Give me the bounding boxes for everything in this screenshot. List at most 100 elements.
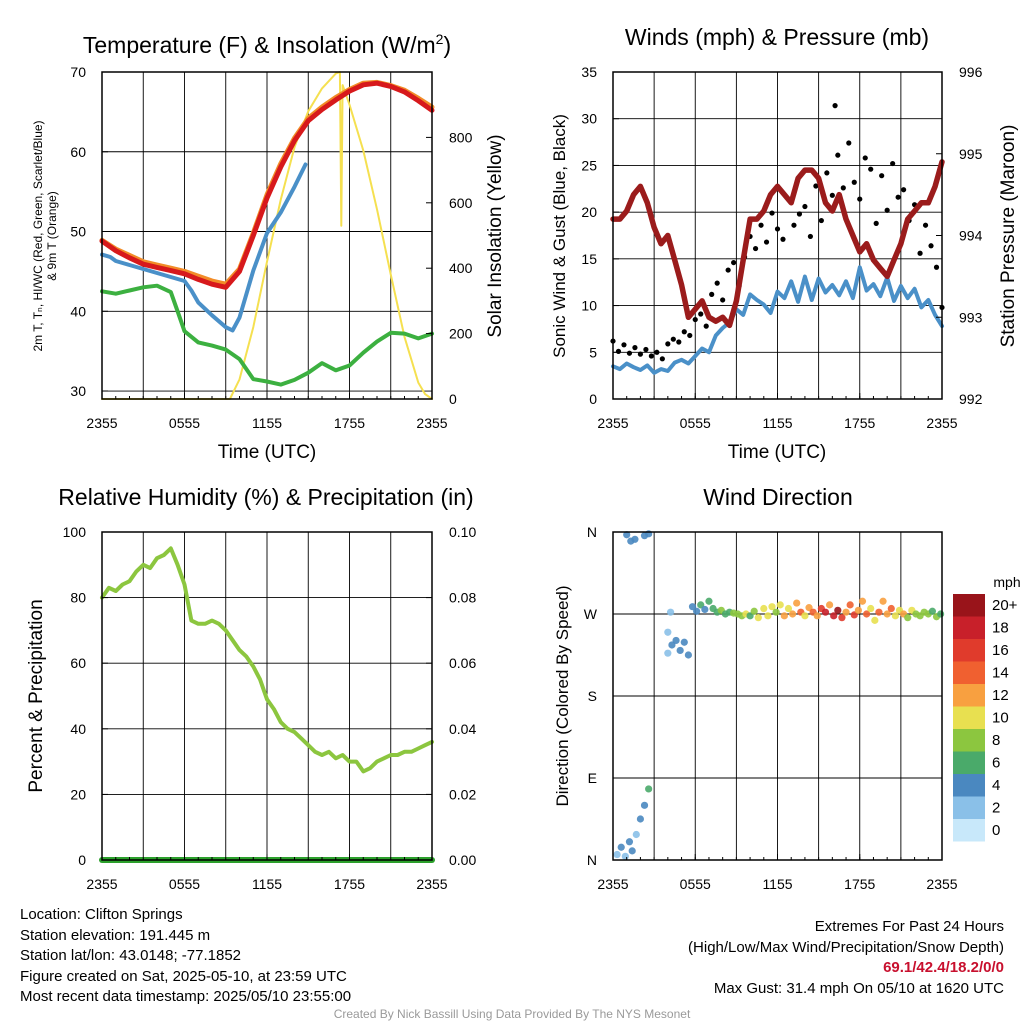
x-tick-label: 2355 bbox=[86, 876, 117, 892]
gust-point bbox=[796, 211, 803, 217]
gust-point bbox=[895, 194, 901, 200]
legend-label: 20+ bbox=[992, 597, 1018, 614]
wind-direction-point bbox=[834, 606, 842, 614]
gust-point bbox=[692, 316, 698, 323]
extremes-values: 69.1/42.4/18.2/0/0 bbox=[883, 959, 1004, 976]
wind-direction-point bbox=[875, 608, 883, 616]
wind-direction-point bbox=[937, 610, 945, 618]
wind-direction-point bbox=[904, 614, 912, 622]
winds-x-label: Time (UTC) bbox=[728, 442, 827, 463]
wind-direction-point bbox=[830, 612, 838, 620]
y2-tick-label: 0 bbox=[449, 391, 457, 407]
wind-direction-point bbox=[821, 608, 830, 616]
wind-direction-point bbox=[858, 597, 867, 605]
station-latlon: Station lat/lon: 43.0148; -77.1852 bbox=[20, 947, 242, 964]
gust-point bbox=[676, 339, 682, 345]
legend-label: 16 bbox=[992, 642, 1009, 659]
gust-point bbox=[648, 353, 654, 359]
legend-swatch bbox=[953, 729, 985, 752]
gust-point bbox=[725, 267, 731, 273]
winds-y-label: Sonic Wind & Gust (Blue, Black) bbox=[550, 114, 569, 358]
legend-swatch bbox=[953, 616, 985, 639]
gust-point bbox=[731, 259, 737, 266]
station-pressure-line bbox=[610, 159, 945, 329]
gust-point bbox=[659, 356, 665, 362]
x-tick-label: 0555 bbox=[169, 415, 200, 431]
wind-direction-point bbox=[754, 614, 762, 622]
gust-point bbox=[654, 349, 660, 355]
y-tick-label: 5 bbox=[589, 344, 597, 360]
gust-point bbox=[851, 179, 857, 185]
wind-direction-point bbox=[666, 608, 675, 616]
gust-point bbox=[615, 348, 622, 354]
legend-label: 12 bbox=[992, 687, 1009, 704]
gust-point bbox=[632, 345, 638, 351]
x-tick-label: 0555 bbox=[680, 876, 711, 892]
legend-swatch bbox=[953, 706, 985, 729]
y2-tick-label: 200 bbox=[449, 326, 473, 342]
x-tick-label: 2355 bbox=[926, 415, 957, 431]
legend-label: 4 bbox=[992, 777, 1000, 794]
winds-gridlines bbox=[613, 72, 942, 399]
wind-direction-point bbox=[887, 604, 895, 613]
x-tick-label: 2355 bbox=[926, 876, 957, 892]
winds-series bbox=[610, 103, 945, 375]
temperature-gridlines bbox=[102, 72, 432, 399]
y-tick-label: 30 bbox=[70, 383, 86, 399]
y2-tick-label: 400 bbox=[449, 260, 473, 276]
y-tick-label: 15 bbox=[581, 251, 597, 267]
y2-tick-label: 995 bbox=[959, 146, 983, 162]
y-tick-label: 10 bbox=[581, 298, 597, 314]
dewpoint-line bbox=[100, 283, 434, 387]
wind-direction-point bbox=[628, 847, 636, 855]
legend-swatch bbox=[953, 774, 985, 797]
two-meter-temp-line bbox=[99, 80, 435, 290]
gust-point bbox=[868, 166, 874, 172]
gust-point bbox=[687, 332, 693, 339]
y2-tick-label: 996 bbox=[959, 64, 983, 80]
wind-direction-point bbox=[879, 597, 887, 605]
gust-point bbox=[928, 243, 934, 249]
wind-direction-point bbox=[854, 606, 862, 614]
x-tick-label: 2355 bbox=[416, 415, 447, 431]
wind-direction-point bbox=[838, 614, 846, 622]
wind-chill-line bbox=[100, 162, 308, 333]
y-tick-label: 0 bbox=[78, 852, 86, 868]
humidity-axis-ticks: 2355 0555 1155 1755 23550204060801000.000.02… bbox=[63, 524, 477, 892]
wind-direction-point bbox=[705, 597, 713, 605]
y-tick-label: S bbox=[588, 688, 597, 704]
gust-point bbox=[643, 346, 649, 353]
x-tick-label: 2355 bbox=[597, 415, 628, 431]
station-location: Location: Clifton Springs bbox=[20, 906, 183, 923]
gust-point bbox=[626, 350, 633, 356]
y2-tick-label: 994 bbox=[959, 228, 983, 244]
wind-direction-point bbox=[842, 608, 850, 616]
winds-panel: Winds (mph) & Pressure (mb) 2355 0555 1155… bbox=[550, 24, 1019, 463]
gust-point bbox=[665, 341, 671, 347]
x-tick-label: 2355 bbox=[597, 876, 628, 892]
y-tick-label: 70 bbox=[70, 64, 86, 80]
temperature-panel-title: Temperature (F) & Insolation (W/m2) bbox=[83, 31, 451, 58]
credit-line: Created By Nick Bassill Using Data Provi… bbox=[333, 1007, 691, 1021]
wind-direction-point bbox=[801, 612, 809, 620]
gust-point bbox=[752, 245, 759, 252]
gust-point bbox=[835, 152, 841, 158]
y2-tick-label: 0.04 bbox=[449, 721, 476, 737]
wind-direction-panel: Wind Direction 2355 0555 1155 1755 2355NESWN… bbox=[553, 484, 1021, 892]
y-tick-label: 60 bbox=[70, 655, 86, 671]
wind-direction-point bbox=[760, 604, 768, 613]
y2-tick-label: 0.08 bbox=[449, 590, 476, 606]
extremes-subtitle: (High/Low/Max Wind/Precipitation/Snow De… bbox=[688, 938, 1004, 956]
humidity-panel: Relative Humidity (%) & Precipitation (i… bbox=[26, 484, 476, 892]
wind-direction-point bbox=[632, 830, 640, 839]
x-tick-label: 2355 bbox=[416, 876, 447, 892]
winds-axis-ticks: 2355 0555 1155 1755 235505101520253035992993… bbox=[581, 64, 982, 431]
gust-point bbox=[681, 329, 687, 335]
wind-direction-point bbox=[768, 603, 776, 611]
wind-direction-point bbox=[625, 838, 634, 846]
gust-point bbox=[879, 173, 885, 179]
y2-tick-label: 0.06 bbox=[449, 655, 476, 671]
legend-label: 10 bbox=[992, 710, 1009, 727]
temperature-y-label-line2: & 9m T (Orange) bbox=[45, 191, 59, 281]
x-tick-label: 1155 bbox=[762, 876, 792, 892]
